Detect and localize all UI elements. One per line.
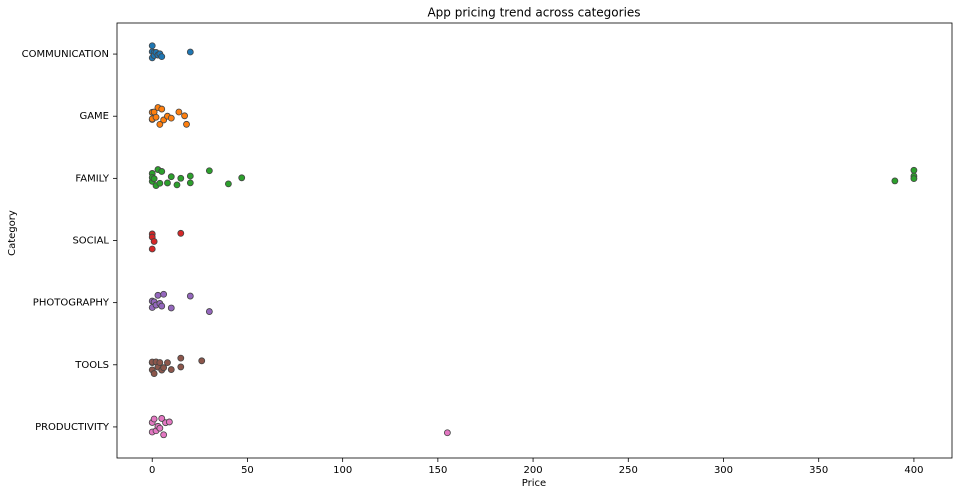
data-point (154, 291, 162, 299)
data-point (167, 173, 175, 181)
data-point (156, 359, 164, 366)
data-point (158, 302, 166, 310)
data-point (150, 238, 158, 245)
y-tick-label: TOOLS (74, 360, 109, 371)
x-tick-label: 400 (904, 465, 923, 476)
y-tick-label: PRODUCTIVITY (35, 422, 110, 433)
data-point (177, 174, 185, 182)
data-point (158, 168, 166, 175)
data-point (186, 292, 194, 300)
data-point (164, 359, 171, 367)
y-tick-label: SOCIAL (72, 236, 109, 247)
data-point (186, 48, 194, 56)
data-point (150, 175, 158, 183)
x-tick-label: 150 (428, 465, 447, 476)
data-point (175, 108, 183, 116)
data-point (160, 364, 168, 372)
data-point (158, 53, 166, 61)
data-point (198, 357, 206, 365)
x-tick-label: 100 (333, 465, 352, 476)
y-tick-label: PHOTOGRAPHY (33, 298, 110, 309)
data-point (177, 363, 185, 371)
data-point (186, 172, 194, 180)
x-tick-label: 250 (619, 465, 638, 476)
data-point (167, 366, 175, 373)
y-tick-label: GAME (79, 111, 109, 122)
data-point (238, 174, 246, 182)
data-point (167, 304, 175, 312)
data-point (150, 415, 158, 423)
x-axis-label: Price (522, 478, 546, 489)
data-point (152, 113, 160, 121)
data-point (160, 290, 168, 298)
data-point (158, 415, 166, 422)
chart-title: App pricing trend across categories (427, 6, 640, 20)
data-point (224, 180, 232, 188)
data-point (156, 179, 164, 187)
data-point (164, 179, 171, 187)
data-point (205, 308, 213, 315)
data-point (181, 112, 188, 120)
data-point (150, 370, 158, 377)
y-tick-label: FAMILY (75, 173, 109, 184)
data-point (910, 166, 918, 174)
data-point (148, 245, 156, 253)
data-point (183, 120, 190, 128)
data-point (186, 179, 194, 187)
data-point (156, 120, 164, 128)
data-point (167, 114, 175, 122)
x-tick-label: 300 (714, 465, 733, 476)
x-tick-label: 200 (524, 465, 543, 476)
data-point (443, 429, 451, 437)
data-point (205, 167, 213, 175)
data-point (177, 229, 185, 237)
x-tick-label: 350 (809, 465, 828, 476)
x-tick-label: 0 (149, 465, 155, 476)
data-point (158, 105, 166, 113)
data-point (165, 418, 173, 426)
x-tick-label: 50 (241, 465, 254, 476)
data-point (160, 431, 168, 439)
data-point (177, 354, 185, 362)
data-point (891, 177, 899, 185)
y-tick-label: COMMUNICATION (22, 49, 109, 60)
data-point (148, 42, 156, 50)
data-point (156, 424, 164, 432)
data-point (173, 181, 181, 189)
y-axis-label: Category (7, 210, 18, 256)
data-point (910, 175, 918, 183)
